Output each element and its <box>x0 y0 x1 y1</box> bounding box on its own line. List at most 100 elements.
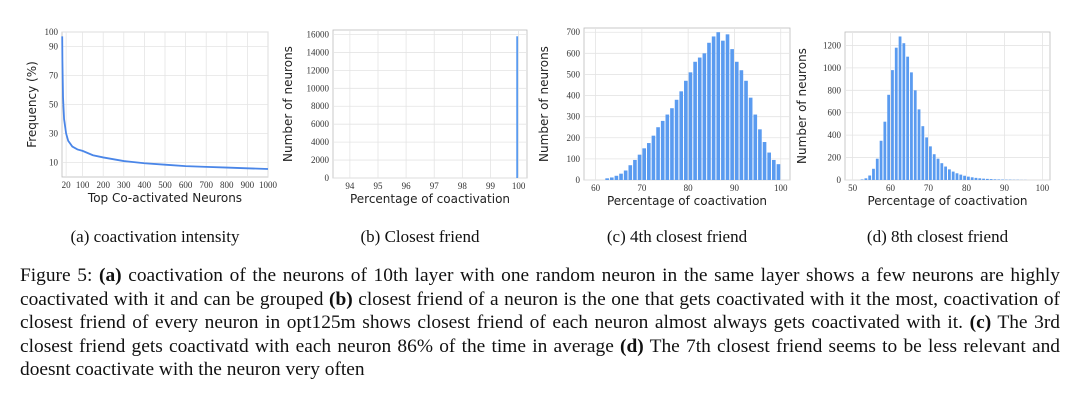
y-tick-label: 1000 <box>823 63 842 73</box>
bar <box>997 179 1001 180</box>
bar <box>902 43 906 180</box>
bar <box>725 34 730 181</box>
x-tick-label: 800 <box>220 180 234 190</box>
subcaption: (c) 4th closest friend <box>607 227 748 246</box>
y-tick-label: 100 <box>567 154 581 164</box>
x-tick-label: 98 <box>458 181 468 191</box>
bar <box>633 159 637 180</box>
bar <box>739 70 744 180</box>
bar <box>970 177 974 180</box>
x-tick-label: 96 <box>402 181 412 191</box>
y-tick-label: 10000 <box>307 83 330 93</box>
y-tick-label: 800 <box>828 85 842 95</box>
x-tick-label: 100 <box>774 183 788 193</box>
y-tick-label: 700 <box>567 27 581 37</box>
x-tick-label: 90 <box>730 183 740 193</box>
bar <box>872 168 875 180</box>
bar <box>879 140 883 180</box>
x-tick-label: 1000 <box>259 180 278 190</box>
bar <box>753 114 758 180</box>
bar <box>978 178 982 180</box>
bar <box>959 174 963 180</box>
x-tick-label: 20 <box>62 180 72 190</box>
x-tick-label: 99 <box>486 181 496 191</box>
bar <box>929 146 932 180</box>
y-tick-label: 70 <box>49 71 59 81</box>
bar <box>940 163 944 180</box>
caption-segment: coactivation of the neurons of 10th laye… <box>20 265 1060 310</box>
bar <box>917 109 921 180</box>
y-tick-label: 12000 <box>307 65 330 75</box>
bar <box>748 97 753 180</box>
bar <box>734 61 739 180</box>
bar <box>993 179 997 180</box>
x-tick-label: 100 <box>512 181 526 191</box>
bar <box>860 179 864 180</box>
y-tick-label: 500 <box>567 69 581 79</box>
y-tick-label: 300 <box>567 112 581 122</box>
bar <box>898 36 902 180</box>
y-tick-label: 10 <box>49 158 59 168</box>
y-axis-label: Number of neurons <box>281 46 295 162</box>
caption-segment: (c) <box>969 312 992 334</box>
bar <box>609 177 614 180</box>
y-tick-label: 30 <box>49 129 59 139</box>
x-tick-label: 900 <box>241 180 255 190</box>
x-tick-label: 70 <box>924 183 934 193</box>
x-tick-label: 600 <box>179 180 193 190</box>
bar <box>936 158 940 180</box>
bar <box>688 72 693 180</box>
line <box>61 36 269 170</box>
y-axis-label: Number of neurons <box>537 46 551 162</box>
y-tick-label: 400 <box>567 91 581 101</box>
bar <box>707 42 711 181</box>
x-tick-label: 95 <box>373 181 383 191</box>
bar <box>925 137 929 180</box>
caption-segment: Figure 5: <box>20 265 99 286</box>
bar <box>955 173 959 180</box>
bar <box>623 170 628 180</box>
bar <box>951 171 955 180</box>
y-tick-label: 2000 <box>311 155 330 165</box>
bar <box>966 176 970 180</box>
bar <box>730 49 734 180</box>
caption-segment: (a) <box>98 265 122 286</box>
bar <box>711 36 716 180</box>
bar <box>619 173 623 180</box>
bar <box>674 99 679 180</box>
bar <box>985 178 989 180</box>
subcaption: (d) 8th closest friend <box>867 227 1009 246</box>
x-tick-label: 94 <box>345 181 355 191</box>
bar <box>932 154 936 180</box>
chart: 0 100 200 300 400 500 600 700 60 70 80 90 100 Percent… <box>537 27 791 246</box>
y-tick-label: 16000 <box>307 29 330 39</box>
bar <box>974 177 978 180</box>
x-tick-label: 100 <box>76 180 90 190</box>
y-tick-label: 6000 <box>311 119 330 129</box>
bar <box>883 121 887 180</box>
y-tick-label: 0 <box>837 175 842 185</box>
x-tick-label: 80 <box>684 183 694 193</box>
bar <box>921 126 925 180</box>
bar <box>963 175 966 180</box>
plot-area <box>332 29 528 179</box>
bar <box>771 159 776 180</box>
bar <box>642 148 646 180</box>
y-tick-label: 1200 <box>823 40 842 50</box>
chart: 0 2000 4000 6000 8000 10000 12000 14000 16000 94 9… <box>281 29 528 246</box>
subcaption: (b) Closest friend <box>361 227 480 246</box>
bar <box>637 154 642 180</box>
bar <box>906 56 910 180</box>
caption-segment: (b) <box>328 288 353 310</box>
bar <box>762 142 767 180</box>
y-tick-label: 90 <box>49 42 59 52</box>
x-tick-label: 200 <box>96 180 110 190</box>
y-tick-label: 200 <box>567 133 581 143</box>
x-tick-label: 60 <box>886 183 896 193</box>
x-tick-label: 400 <box>138 180 152 190</box>
bar <box>948 169 951 180</box>
x-tick-label: 100 <box>1036 183 1050 193</box>
bar <box>660 120 665 180</box>
